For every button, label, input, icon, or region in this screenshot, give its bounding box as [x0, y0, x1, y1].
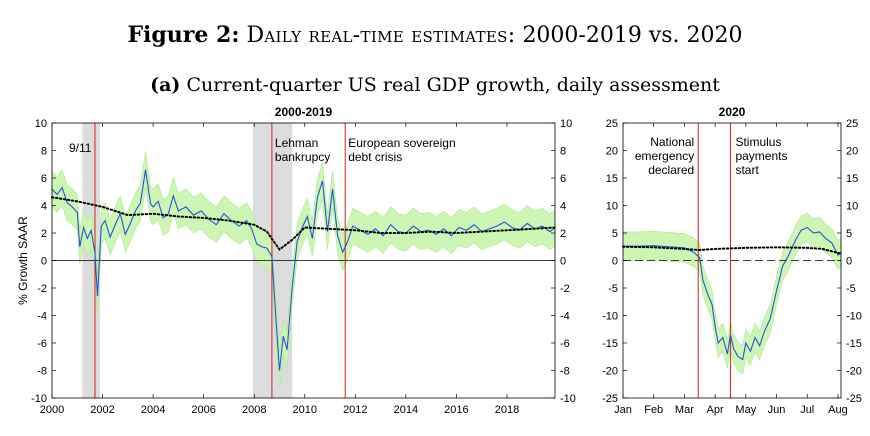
panel-2020-series-trend — [622, 245, 842, 255]
panel-2000-2019-ytick-label-right: -10 — [560, 393, 576, 405]
panel-2000-2019-ytick-label-left: 4 — [41, 201, 47, 213]
panel-2020-ytick-label-right: 10 — [846, 201, 858, 213]
panel-2000-2019-event-label: European sovereign — [348, 136, 455, 150]
panel-2000-2019-ytick-label-left: -8 — [37, 366, 47, 378]
panel-2020-ytick-label-left: -25 — [602, 393, 618, 405]
panel-2000-2019-xtick-label: 2014 — [394, 404, 418, 416]
panel-2020-ytick-label-right: 5 — [846, 228, 852, 240]
panel-2020-xtick-label: Mar — [675, 404, 694, 416]
panel-2020-event-label: Stimulus — [735, 135, 781, 149]
panel-2020-event-label: start — [735, 163, 759, 177]
panel-2000-2019-ytick-label-left: -6 — [37, 338, 47, 350]
panel-2020-ytick-label-right: -10 — [846, 311, 862, 323]
panel-2020-series-estimate — [623, 226, 842, 361]
panel-2020-ytick-label-right: 0 — [846, 256, 852, 268]
panel-2000-2019-ytick-label-right: -4 — [560, 311, 570, 323]
panel-2000-2019-ytick-label-left: 6 — [41, 173, 47, 185]
panel-2020-title: 2020 — [719, 105, 746, 119]
panel-2020-xtick-label: May — [735, 404, 756, 416]
panel-2000-2019-title: 2000-2019 — [275, 105, 333, 119]
panel-2000-2019-xtick-label: 2008 — [242, 404, 266, 416]
panel-2000-2019-xtick-label: 2000 — [40, 404, 64, 416]
panel-2000-2019-xtick-label: 2012 — [343, 404, 367, 416]
panel-2020-ytick-label-left: 0 — [612, 256, 618, 268]
panel-2020-ytick-label-left: 5 — [612, 228, 618, 240]
panel-2020-confidence-band — [622, 212, 842, 375]
panel-2000-2019-ytick-label-left: -10 — [31, 393, 47, 405]
figure-number: Figure 2: — [127, 22, 240, 48]
panel-2000-2019-xtick-label: 2004 — [141, 404, 165, 416]
panel-2000-2019-ytick-label-right: 4 — [560, 201, 566, 213]
panel-subtitle-text: Current-quarter US real GDP growth, dail… — [186, 74, 720, 96]
panel-2000-2019-ytick-label-left: 10 — [35, 118, 47, 130]
panel-2020-ytick-label-right: -5 — [846, 283, 856, 295]
panel-2000-2019-xtick-label: 2016 — [444, 404, 468, 416]
panel-2020-ytick-label-left: -5 — [608, 283, 618, 295]
panel-2000-2019-xtick-label: 2018 — [495, 404, 519, 416]
panel-2000-2019-ytick-label-right: -6 — [560, 338, 570, 350]
panel-2000-2019-xtick-label: 2006 — [191, 404, 215, 416]
panel-letter: (a) — [150, 74, 181, 96]
panel-2020-event-label: declared — [648, 163, 694, 177]
panel-2020-ytick-label-right: -15 — [846, 338, 862, 350]
panel-2000-2019-xtick-label: 2002 — [90, 404, 114, 416]
panel-2000-2019-ytick-label-left: 8 — [41, 146, 47, 158]
panel-2020-xtick-label: Feb — [644, 404, 663, 416]
panel-2020-ytick-label-left: 10 — [606, 201, 618, 213]
panel-2000-2019-confidence-band — [51, 151, 556, 389]
panel-2020-ytick-label-right: 20 — [846, 146, 858, 158]
panel-2020-ytick-label-right: -25 — [846, 393, 862, 405]
figure-title-rest: 2000-2019 vs. 2020 — [522, 23, 743, 48]
panel-2000-2019-ytick-label-left: 0 — [41, 256, 47, 268]
panel-2020-ytick-label-right: 25 — [846, 118, 858, 130]
panel-2020-ytick-label-left: -20 — [602, 366, 618, 378]
panel-2020-xtick-label: Jul — [800, 404, 814, 416]
panel-2020-event-label: emergency — [635, 149, 694, 163]
panel-2000-2019-series-estimate — [51, 169, 556, 371]
panel-2000-2019-ytick-label-right: 6 — [560, 173, 566, 185]
panel-2020-xtick-label: Jan — [614, 404, 632, 416]
panel-2020-ytick-label-left: -10 — [602, 311, 618, 323]
panel-2020-xtick-label: Aug — [828, 404, 848, 416]
panel-2000-2019-ytick-label-right: 2 — [560, 228, 566, 240]
panel-2000-2019-ytick-label-left: -2 — [37, 283, 47, 295]
panel-subtitle: (a) Current-quarter US real GDP growth, … — [0, 74, 870, 96]
figure-title-smallcaps: Daily real-time estimates: — [246, 23, 516, 48]
panel-2000-2019-ytick-label-right: -8 — [560, 366, 570, 378]
panel-2000-2019-series-trend — [51, 196, 556, 251]
figure-title: Figure 2: Daily real-time estimates: 200… — [0, 22, 870, 48]
panel-2000-2019-xtick-label: 2010 — [293, 404, 317, 416]
panel-2020-event-label: payments — [735, 149, 787, 163]
panel-2000-2019-event-label: 9/11 — [69, 141, 92, 155]
panel-2020-ytick-label-left: -15 — [602, 338, 618, 350]
panel-2000-2019-ytick-label-right: 8 — [560, 146, 566, 158]
panel-2020-xtick-label: Jun — [768, 404, 786, 416]
panel-2000-2019-event-label: Lehman — [275, 136, 318, 150]
panel-2000-2019-ytick-label-right: 10 — [560, 118, 572, 130]
panel-2020-event-label: National — [650, 135, 694, 149]
panel-2000-2019-ytick-label-left: -4 — [37, 311, 47, 323]
panel-2000-2019-ytick-label-right: -2 — [560, 283, 570, 295]
panel-2020-ytick-label-left: 25 — [606, 118, 618, 130]
panel-2000-2019-ytick-label-left: 2 — [41, 228, 47, 240]
panel-2020-ytick-label-left: 15 — [606, 173, 618, 185]
panel-2000-2019-ytick-label-right: 0 — [560, 256, 566, 268]
panel-2020-ytick-label-right: -20 — [846, 366, 862, 378]
panel-2020-ytick-label-left: 20 — [606, 146, 618, 158]
panel-2020-ytick-label-right: 15 — [846, 173, 858, 185]
panel-2000-2019-event-label: bankrupcy — [275, 150, 330, 164]
panel-2000-2019-event-label: debt crisis — [348, 150, 402, 164]
panel-2020-xtick-label: Apr — [707, 404, 724, 416]
y-axis-label: % Growth SAAR — [16, 216, 30, 305]
